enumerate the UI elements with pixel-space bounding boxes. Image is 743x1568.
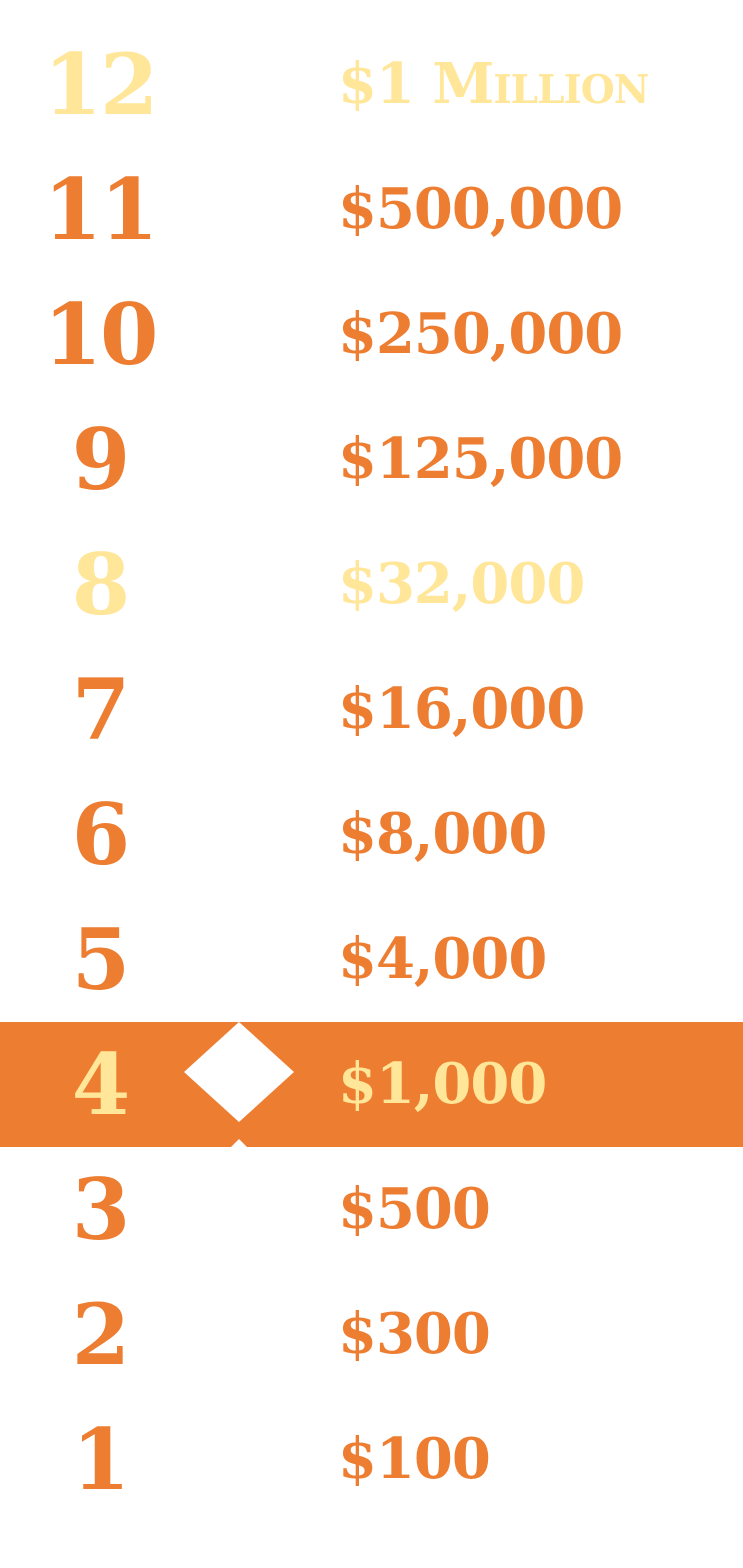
ladder-rung-7: 7 $16,000 bbox=[0, 647, 743, 772]
ladder-rung-6: 6 $8,000 bbox=[0, 772, 743, 897]
prize-amount: $1 Million bbox=[338, 51, 649, 117]
level-number: 1 bbox=[71, 1410, 130, 1509]
pointer-notch-icon bbox=[231, 1139, 247, 1147]
ladder-rung-4-current: 4 $1,000 bbox=[0, 1022, 743, 1147]
prize-amount: $1,000 bbox=[338, 1051, 547, 1117]
prize-amount: $500,000 bbox=[338, 176, 623, 242]
ladder-rung-9: 9 $125,000 bbox=[0, 397, 743, 522]
prize-amount: $250,000 bbox=[338, 301, 623, 367]
ladder-rung-10: 10 $250,000 bbox=[0, 272, 743, 397]
level-number: 6 bbox=[71, 785, 130, 884]
level-number: 2 bbox=[71, 1285, 130, 1384]
prize-amount: $300 bbox=[338, 1301, 491, 1367]
prize-amount: $32,000 bbox=[338, 551, 585, 617]
level-number: 5 bbox=[71, 910, 130, 1009]
level-number: 4 bbox=[71, 1035, 130, 1134]
level-number: 8 bbox=[71, 535, 130, 634]
prize-amount: $125,000 bbox=[338, 426, 623, 492]
prize-amount: $500 bbox=[338, 1176, 491, 1242]
ladder-rung-12: 12 $1 Million bbox=[0, 22, 743, 147]
ladder-rung-3: 3 $500 bbox=[0, 1147, 743, 1272]
prize-amount: $100 bbox=[338, 1426, 491, 1492]
level-number: 9 bbox=[71, 410, 130, 509]
level-number: 11 bbox=[43, 160, 159, 259]
ladder-rung-11: 11 $500,000 bbox=[0, 147, 743, 272]
money-ladder: 12 $1 Million 11 $500,000 10 $250,000 9 … bbox=[0, 22, 743, 1522]
ladder-rung-5: 5 $4,000 bbox=[0, 897, 743, 1022]
level-number: 3 bbox=[71, 1160, 130, 1259]
level-number: 10 bbox=[43, 285, 159, 384]
level-number: 7 bbox=[71, 660, 130, 759]
prize-amount: $4,000 bbox=[338, 926, 547, 992]
ladder-rung-8: 8 $32,000 bbox=[0, 522, 743, 647]
diamond-icon bbox=[184, 1022, 294, 1122]
level-number: 12 bbox=[43, 35, 159, 134]
ladder-rung-2: 2 $300 bbox=[0, 1272, 743, 1397]
prize-amount: $8,000 bbox=[338, 801, 547, 867]
prize-amount: $16,000 bbox=[338, 676, 585, 742]
ladder-rung-1: 1 $100 bbox=[0, 1397, 743, 1522]
